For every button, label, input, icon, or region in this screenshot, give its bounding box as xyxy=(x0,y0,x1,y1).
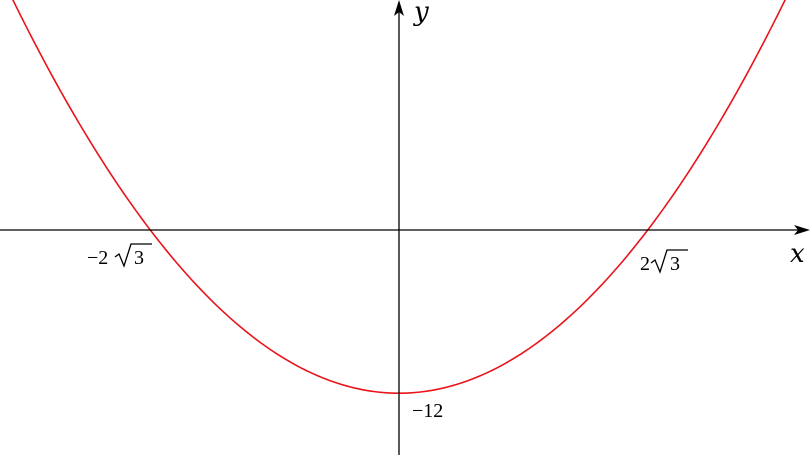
root-label-right: 2 3 xyxy=(640,249,688,275)
root-label-left: −2 3 xyxy=(87,243,152,269)
root-left-radical-sign xyxy=(114,243,152,268)
root-left-coefficient: −2 xyxy=(87,247,108,269)
root-right-coefficient: 2 xyxy=(640,253,650,275)
x-axis-arrow xyxy=(794,225,810,235)
root-right-radicand: 3 xyxy=(670,253,680,275)
y-axis-label: y xyxy=(413,0,429,27)
root-right-radical-sign xyxy=(650,249,688,274)
x-axis-label: x xyxy=(790,239,805,269)
parabola-curve xyxy=(12,0,786,395)
y-axis-arrow xyxy=(394,0,404,16)
root-left-radicand: 3 xyxy=(134,247,144,269)
y-intercept-label: −12 xyxy=(412,400,443,422)
